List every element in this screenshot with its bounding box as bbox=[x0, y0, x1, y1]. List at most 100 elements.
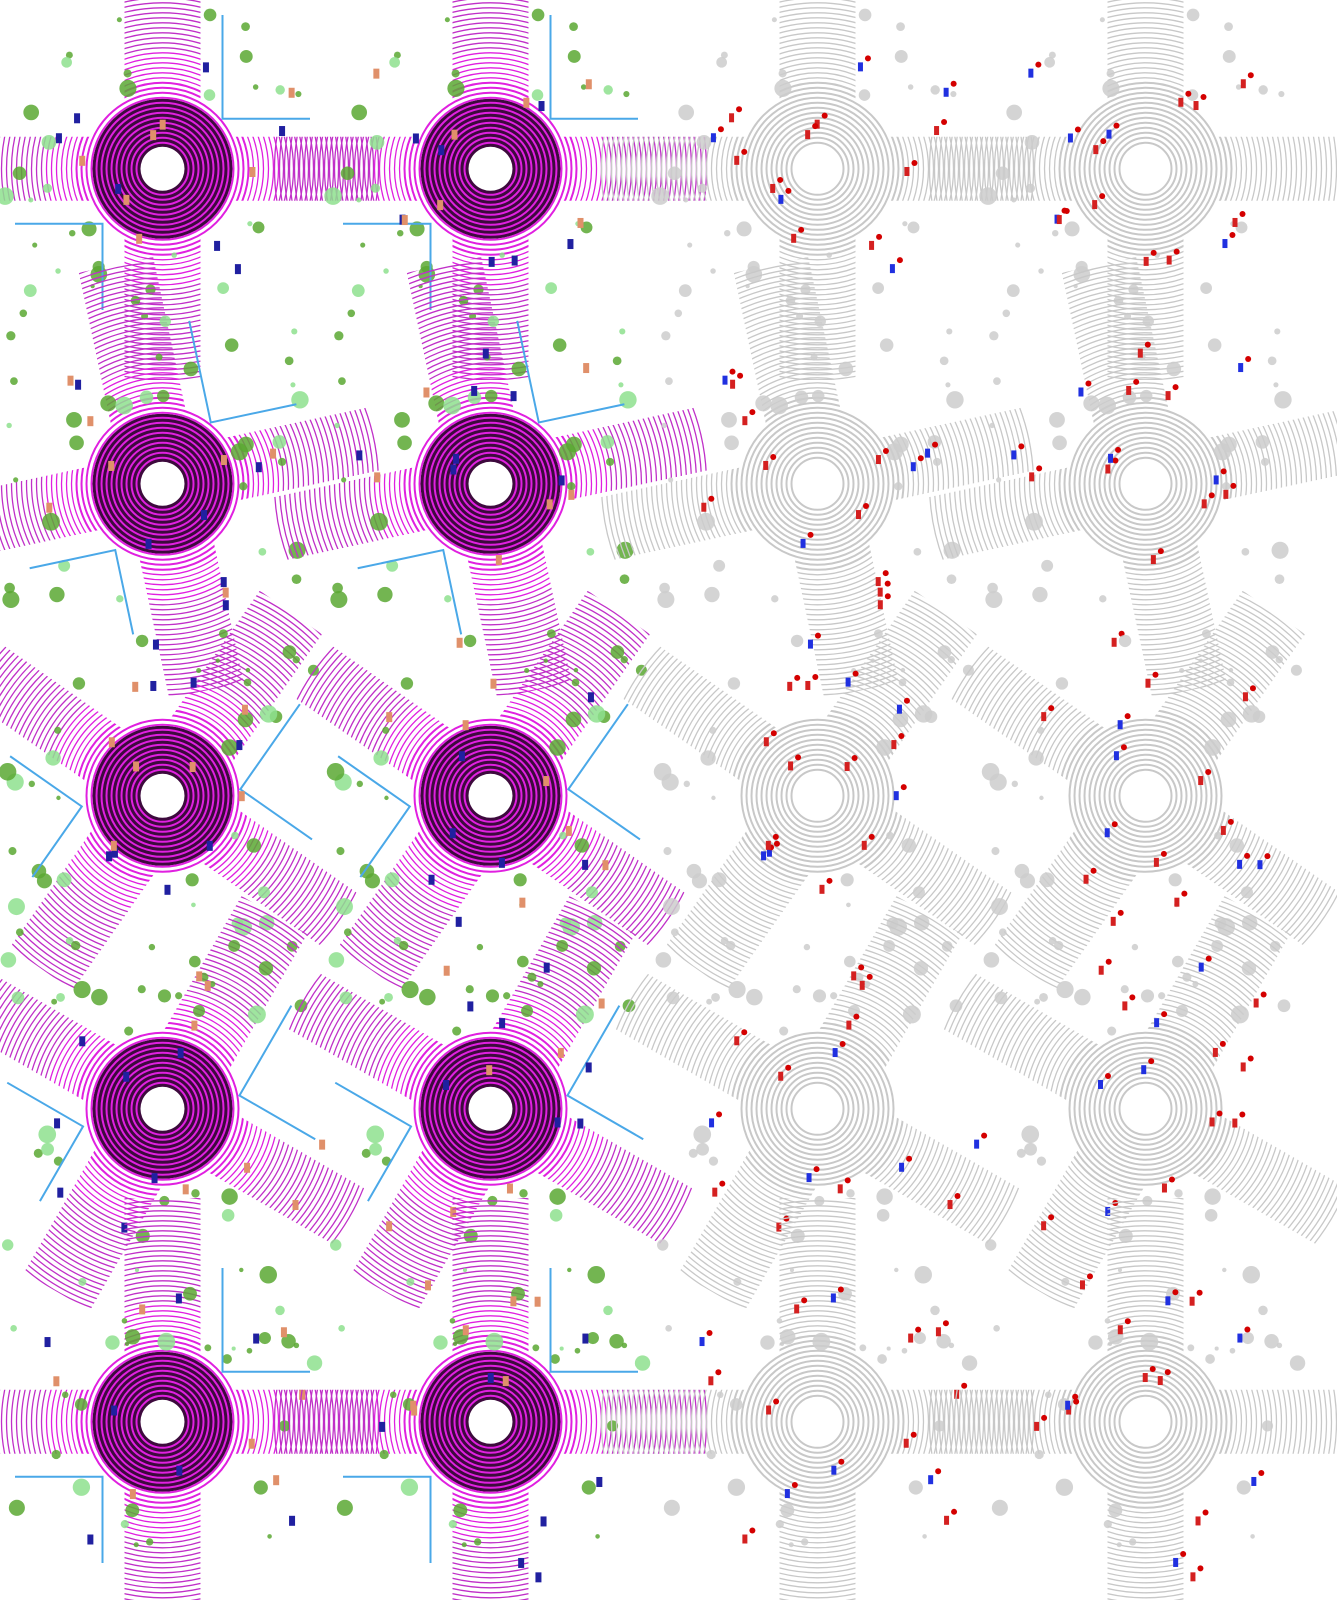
vegetation bbox=[1256, 435, 1270, 449]
vehicle bbox=[518, 1558, 524, 1568]
vehicle bbox=[1108, 454, 1113, 463]
vegetation bbox=[940, 356, 949, 365]
instance-center bbox=[1041, 1415, 1047, 1421]
vegetation bbox=[1192, 981, 1198, 987]
vegetation bbox=[712, 872, 727, 887]
vehicle bbox=[734, 156, 739, 165]
vegetation bbox=[397, 230, 403, 236]
vehicle bbox=[869, 241, 874, 250]
vegetation bbox=[105, 1335, 119, 1349]
vegetation bbox=[678, 105, 694, 121]
ego-hole bbox=[141, 147, 185, 191]
vegetation bbox=[369, 1143, 382, 1156]
vegetation bbox=[1025, 513, 1043, 531]
instance-center bbox=[1244, 853, 1250, 859]
vehicle bbox=[451, 130, 457, 140]
vehicle bbox=[558, 1048, 564, 1058]
vegetation bbox=[995, 992, 1008, 1005]
vegetation bbox=[1044, 57, 1055, 68]
vegetation bbox=[196, 668, 201, 673]
vegetation bbox=[791, 635, 803, 647]
vehicle bbox=[456, 917, 462, 927]
vegetation bbox=[156, 354, 163, 361]
vehicle bbox=[249, 1439, 255, 1449]
vegetation bbox=[514, 873, 527, 886]
vegetation bbox=[730, 1398, 743, 1411]
vegetation bbox=[66, 412, 82, 428]
vehicle bbox=[974, 1140, 979, 1149]
vegetation bbox=[532, 89, 544, 101]
vegetation bbox=[399, 941, 408, 950]
instance-center bbox=[1174, 249, 1180, 255]
vehicle bbox=[878, 600, 883, 609]
instance-center bbox=[1220, 1041, 1226, 1047]
vegetation bbox=[55, 268, 60, 273]
vehicle bbox=[483, 349, 489, 359]
vegetation bbox=[549, 1188, 565, 1204]
vegetation bbox=[671, 928, 679, 936]
vegetation bbox=[659, 583, 670, 594]
vegetation bbox=[1223, 50, 1236, 63]
instance-center bbox=[812, 674, 818, 680]
vegetation bbox=[619, 391, 636, 408]
vehicle bbox=[236, 740, 242, 750]
instance-center bbox=[1048, 1214, 1054, 1220]
vegetation bbox=[499, 252, 505, 258]
vegetation bbox=[654, 763, 672, 781]
vehicle bbox=[1041, 1221, 1046, 1230]
vegetation bbox=[899, 679, 907, 687]
instance-center bbox=[770, 454, 776, 460]
instance-center bbox=[785, 1065, 791, 1071]
vegetation bbox=[595, 1534, 600, 1539]
instance-center bbox=[1112, 821, 1118, 827]
vehicle bbox=[778, 195, 783, 204]
vehicle bbox=[279, 126, 285, 136]
vegetation bbox=[1132, 944, 1138, 950]
vegetation bbox=[914, 1266, 932, 1284]
vegetation bbox=[360, 242, 365, 247]
vegetation bbox=[1057, 981, 1074, 998]
vegetation bbox=[697, 135, 712, 150]
vegetation bbox=[601, 435, 615, 449]
vegetation bbox=[826, 252, 832, 258]
ego-hole bbox=[1124, 774, 1168, 818]
vegetation bbox=[380, 1450, 389, 1459]
vegetation bbox=[1167, 362, 1182, 377]
vegetation bbox=[623, 91, 629, 97]
vehicle bbox=[450, 465, 456, 475]
vegetation bbox=[760, 1335, 774, 1349]
vegetation bbox=[330, 591, 347, 608]
vegetation bbox=[447, 80, 464, 97]
vegetation bbox=[553, 338, 567, 352]
vehicle bbox=[858, 62, 863, 71]
vehicle bbox=[289, 1516, 295, 1526]
instance-center bbox=[869, 834, 875, 840]
instance-center bbox=[801, 1297, 807, 1303]
vehicle bbox=[1141, 1065, 1146, 1074]
vegetation bbox=[334, 331, 343, 340]
vegetation bbox=[100, 395, 116, 411]
vegetation bbox=[385, 872, 400, 887]
vegetation bbox=[8, 898, 25, 915]
instance-center bbox=[853, 671, 859, 677]
instance-center bbox=[1221, 468, 1227, 474]
vehicle bbox=[722, 376, 727, 385]
vehicle bbox=[1138, 349, 1143, 358]
instance-center bbox=[794, 675, 800, 681]
vehicle bbox=[582, 1334, 588, 1344]
vegetation bbox=[135, 1268, 139, 1272]
vegetation bbox=[667, 992, 680, 1005]
vegetation bbox=[402, 981, 419, 998]
vehicle bbox=[567, 239, 573, 249]
vegetation bbox=[902, 838, 916, 852]
vegetation bbox=[377, 587, 392, 602]
vegetation bbox=[524, 668, 529, 673]
vegetation bbox=[846, 1189, 854, 1197]
vegetation bbox=[989, 331, 998, 340]
vehicle bbox=[223, 600, 229, 610]
vehicle bbox=[1190, 1297, 1195, 1306]
vegetation bbox=[984, 952, 1000, 968]
vegetation bbox=[336, 898, 353, 915]
point-cloud-panel bbox=[920, 0, 1337, 395]
vehicle bbox=[535, 1297, 541, 1307]
